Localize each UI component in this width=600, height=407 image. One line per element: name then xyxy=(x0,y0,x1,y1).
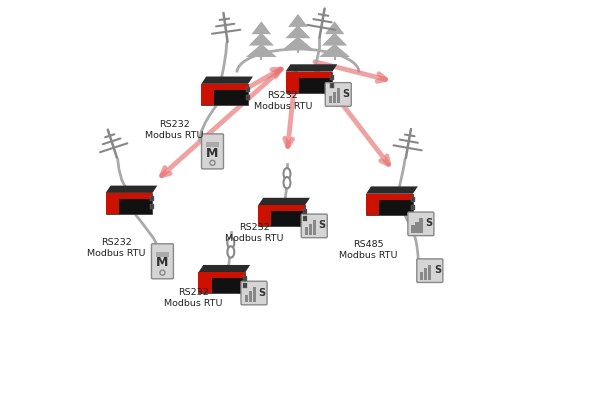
Bar xyxy=(424,268,427,280)
Ellipse shape xyxy=(227,237,234,249)
Bar xyxy=(412,225,415,233)
Ellipse shape xyxy=(227,246,234,258)
Text: M: M xyxy=(206,147,218,160)
Ellipse shape xyxy=(284,168,290,179)
Text: S: S xyxy=(319,221,326,230)
Ellipse shape xyxy=(284,177,290,188)
Polygon shape xyxy=(288,14,308,27)
Text: RS232
Modbus RTU: RS232 Modbus RTU xyxy=(254,91,312,111)
Bar xyxy=(421,272,424,280)
Text: RS485
Modbus RTU: RS485 Modbus RTU xyxy=(339,240,398,260)
FancyBboxPatch shape xyxy=(151,244,173,279)
Bar xyxy=(206,142,220,147)
Bar xyxy=(119,193,152,199)
Bar xyxy=(202,84,248,105)
Polygon shape xyxy=(325,21,344,34)
Bar xyxy=(303,216,307,221)
Bar xyxy=(199,272,245,293)
Polygon shape xyxy=(246,44,277,57)
Polygon shape xyxy=(286,25,311,38)
Polygon shape xyxy=(258,198,310,205)
Text: S: S xyxy=(343,89,350,99)
Bar xyxy=(271,205,305,211)
Bar xyxy=(246,88,250,92)
Bar xyxy=(248,291,251,302)
FancyBboxPatch shape xyxy=(202,134,223,169)
Text: S: S xyxy=(434,265,442,275)
Bar xyxy=(202,84,214,105)
Polygon shape xyxy=(106,186,157,193)
Bar xyxy=(428,265,431,280)
Bar xyxy=(331,83,334,88)
Bar xyxy=(379,194,413,200)
Polygon shape xyxy=(202,77,253,84)
Bar xyxy=(286,72,299,93)
Bar xyxy=(411,205,415,210)
Bar xyxy=(253,287,256,302)
Polygon shape xyxy=(199,265,250,272)
Bar xyxy=(333,92,336,103)
Bar xyxy=(245,295,248,302)
Polygon shape xyxy=(366,186,418,194)
Text: RS232
Modbus RTU: RS232 Modbus RTU xyxy=(225,223,284,243)
FancyBboxPatch shape xyxy=(241,281,267,305)
Bar xyxy=(305,228,308,235)
Bar xyxy=(106,193,119,214)
Bar xyxy=(329,96,332,103)
Bar xyxy=(155,252,169,257)
Bar xyxy=(299,72,332,78)
Polygon shape xyxy=(251,21,271,34)
Bar xyxy=(419,218,422,233)
Text: RS232
Modbus RTU: RS232 Modbus RTU xyxy=(145,120,204,140)
FancyBboxPatch shape xyxy=(417,259,443,282)
Bar xyxy=(214,84,248,90)
Bar xyxy=(258,205,305,226)
Polygon shape xyxy=(283,37,313,50)
Text: S: S xyxy=(259,288,266,298)
Bar xyxy=(258,205,271,226)
Bar xyxy=(106,193,152,214)
Bar xyxy=(199,272,212,293)
Bar xyxy=(243,276,247,281)
Polygon shape xyxy=(322,33,347,46)
Bar xyxy=(303,209,307,214)
Bar xyxy=(151,204,154,209)
Bar xyxy=(246,95,250,100)
FancyBboxPatch shape xyxy=(301,214,327,238)
Polygon shape xyxy=(249,33,274,46)
Bar xyxy=(313,220,316,235)
FancyBboxPatch shape xyxy=(408,212,434,236)
Bar xyxy=(415,221,419,233)
Text: RS232
Modbus RTU: RS232 Modbus RTU xyxy=(87,238,145,258)
Polygon shape xyxy=(319,44,350,57)
Bar xyxy=(243,283,247,288)
Bar xyxy=(337,88,340,103)
Bar xyxy=(309,223,312,235)
Bar xyxy=(151,197,154,201)
Bar xyxy=(286,72,332,93)
Text: M: M xyxy=(156,256,169,269)
Bar xyxy=(411,197,415,202)
Text: S: S xyxy=(425,219,433,228)
Polygon shape xyxy=(286,64,337,72)
Bar xyxy=(331,75,334,80)
Bar xyxy=(366,194,379,215)
FancyBboxPatch shape xyxy=(325,83,351,106)
Bar xyxy=(366,194,413,215)
Text: RS232
Modbus RTU: RS232 Modbus RTU xyxy=(164,288,223,308)
Bar xyxy=(212,272,245,278)
